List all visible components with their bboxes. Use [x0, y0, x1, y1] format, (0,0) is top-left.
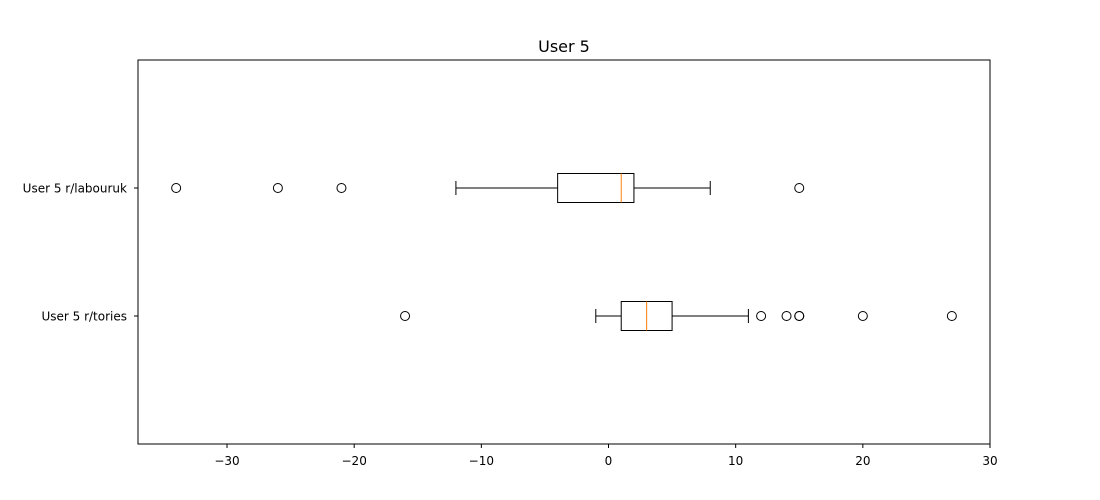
x-tick-label: −20 [342, 454, 367, 468]
x-tick-label: 0 [605, 454, 613, 468]
outlier-point [171, 183, 182, 193]
x-tick-label: −10 [469, 454, 494, 468]
y-tick-label: User 5 r/tories [41, 310, 127, 324]
x-tick-label: 10 [728, 454, 743, 468]
outlier-point [272, 183, 283, 193]
outlier-point [794, 183, 805, 193]
outlier-point [781, 311, 792, 321]
x-tick-label: −30 [214, 454, 239, 468]
iqr-box [557, 173, 635, 203]
outlier-point [400, 311, 411, 321]
outlier-point [794, 311, 805, 321]
outlier-point [756, 311, 767, 321]
plot-area [137, 59, 991, 445]
box-group [171, 173, 805, 203]
x-tick-label: 30 [982, 454, 997, 468]
outlier-point [336, 183, 347, 193]
outlier-point [946, 311, 957, 321]
x-tick-label: 20 [855, 454, 870, 468]
box-group [400, 301, 957, 331]
series-layer [171, 173, 957, 331]
x-axis: −30 −20 −10 0 10 20 30 [214, 444, 998, 468]
y-tick-label: User 5 r/labouruk [23, 182, 127, 196]
y-axis: User 5 r/labouruk User 5 r/tories [23, 182, 138, 324]
chart-title: User 5 [538, 37, 590, 56]
outlier-point [857, 311, 868, 321]
